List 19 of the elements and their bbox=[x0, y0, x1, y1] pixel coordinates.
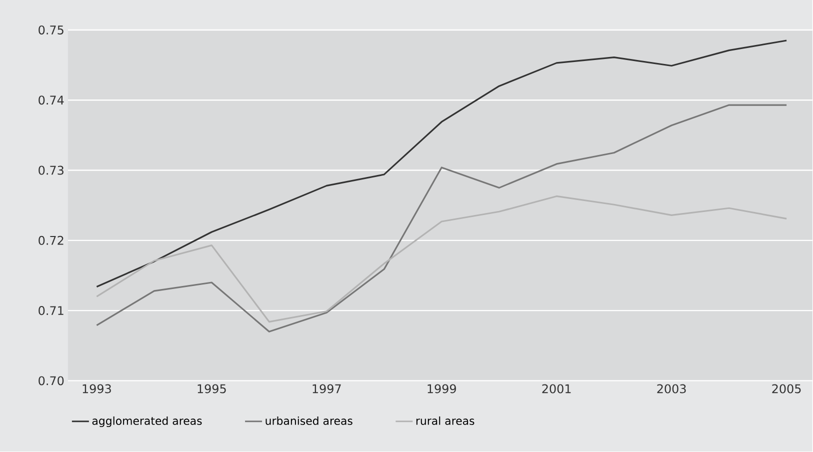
line-series bbox=[96, 40, 788, 288]
x-tick-label: 1997 bbox=[312, 384, 341, 394]
y-tick-label: 0.75 bbox=[38, 26, 64, 35]
y-tick-label: 0.72 bbox=[38, 236, 64, 246]
y-tick-label: 0.74 bbox=[38, 96, 64, 105]
x-tick-label: 1999 bbox=[428, 384, 456, 394]
y-tick-label: 0.70 bbox=[38, 376, 64, 386]
x-tick-label: 2005 bbox=[772, 384, 801, 394]
x-tick-label: 2003 bbox=[657, 384, 686, 394]
x-tick-label: 1993 bbox=[82, 384, 111, 394]
line-series bbox=[96, 196, 788, 323]
y-tick-label: 0.71 bbox=[38, 306, 64, 316]
legend-label: rural areas bbox=[416, 416, 474, 426]
y-tick-label: 0.73 bbox=[38, 166, 64, 175]
legend-label: urbanised areas bbox=[266, 416, 352, 426]
x-tick-label: 1995 bbox=[198, 384, 226, 394]
line-series bbox=[96, 104, 788, 333]
x-tick-label: 2001 bbox=[542, 384, 571, 394]
legend-label: agglomerated areas bbox=[92, 416, 202, 428]
